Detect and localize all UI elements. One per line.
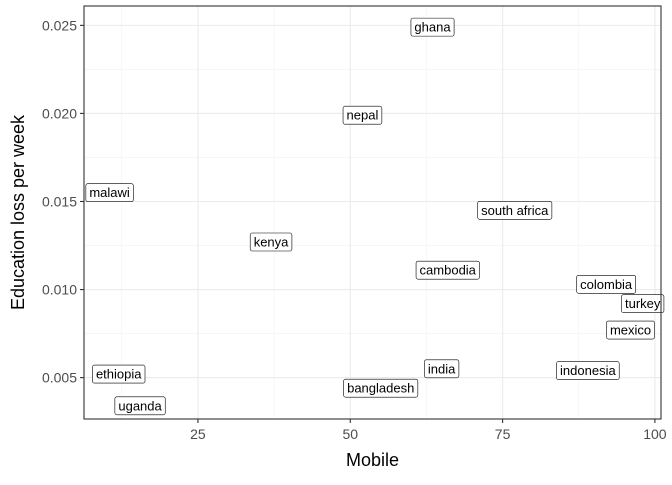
x-tick-label: 25 [190,426,206,442]
x-tick-label: 75 [495,426,511,442]
point-label-text: ghana [414,20,451,35]
y-tick-label: 0.005 [42,370,77,386]
point-label: india [424,359,460,379]
point-label-text: uganda [118,398,162,413]
point-label-text: mexico [610,323,651,338]
point-label-text: indonesia [560,363,616,378]
point-label-text: ethiopia [96,367,142,382]
point-label: cambodia [415,260,480,280]
point-label-text: nepal [347,108,379,123]
point-label-box [410,17,455,37]
point-label-box [606,320,655,340]
point-label-box [621,294,665,313]
y-axis-title: Education loss per week [8,114,28,310]
x-axis: 25 50 75 100 [190,419,667,442]
point-label-box [114,396,166,416]
point-label-text: malawi [89,185,130,200]
y-tick-label: 0.025 [42,17,77,33]
minor-gridlines [84,6,661,419]
y-tick-label: 0.010 [42,282,77,298]
y-tick-label: 0.020 [42,105,77,121]
y-axis: 0.005 0.010 0.015 0.020 0.025 [42,17,84,386]
point-label: nepal [342,105,383,125]
point-label: colombia [576,274,636,294]
point-label: indonesia [556,361,620,380]
point-label-text: south africa [481,203,549,218]
point-label: ethiopia [92,364,146,384]
point-label-box [415,260,480,280]
point-label-box [576,274,636,294]
point-label-text: turkey [625,296,661,311]
point-label: kenya [249,232,293,252]
point-label-box [85,183,134,202]
point-label: ghana [410,17,455,37]
point-label-box [424,359,460,379]
point-label-box [343,378,419,398]
x-tick-label: 50 [342,426,358,442]
plot-panel-background [84,6,661,419]
point-label-text: bangladesh [347,381,414,396]
point-label: bangladesh [343,378,419,398]
plot-panel-border [83,5,662,420]
point-label-box [249,232,293,252]
point-label: mexico [606,320,655,340]
point-label-text: india [428,361,456,376]
point-label-text: kenya [254,235,289,250]
point-label-box [556,361,620,380]
x-axis-title: Mobile [346,450,399,470]
point-label-box [477,200,553,220]
y-tick-label: 0.015 [42,193,77,209]
point-label-box [342,105,383,125]
data-labels: ghana nepal malawi south africa kenya cambodi… [85,17,665,416]
point-label-text: cambodia [420,263,477,278]
point-label-text: colombia [580,277,633,292]
point-label: turkey [621,294,665,313]
x-tick-label: 100 [643,426,667,442]
point-label: south africa [477,200,553,220]
point-label: malawi [85,183,134,202]
point-label: uganda [114,396,166,416]
point-label-box [92,364,146,384]
